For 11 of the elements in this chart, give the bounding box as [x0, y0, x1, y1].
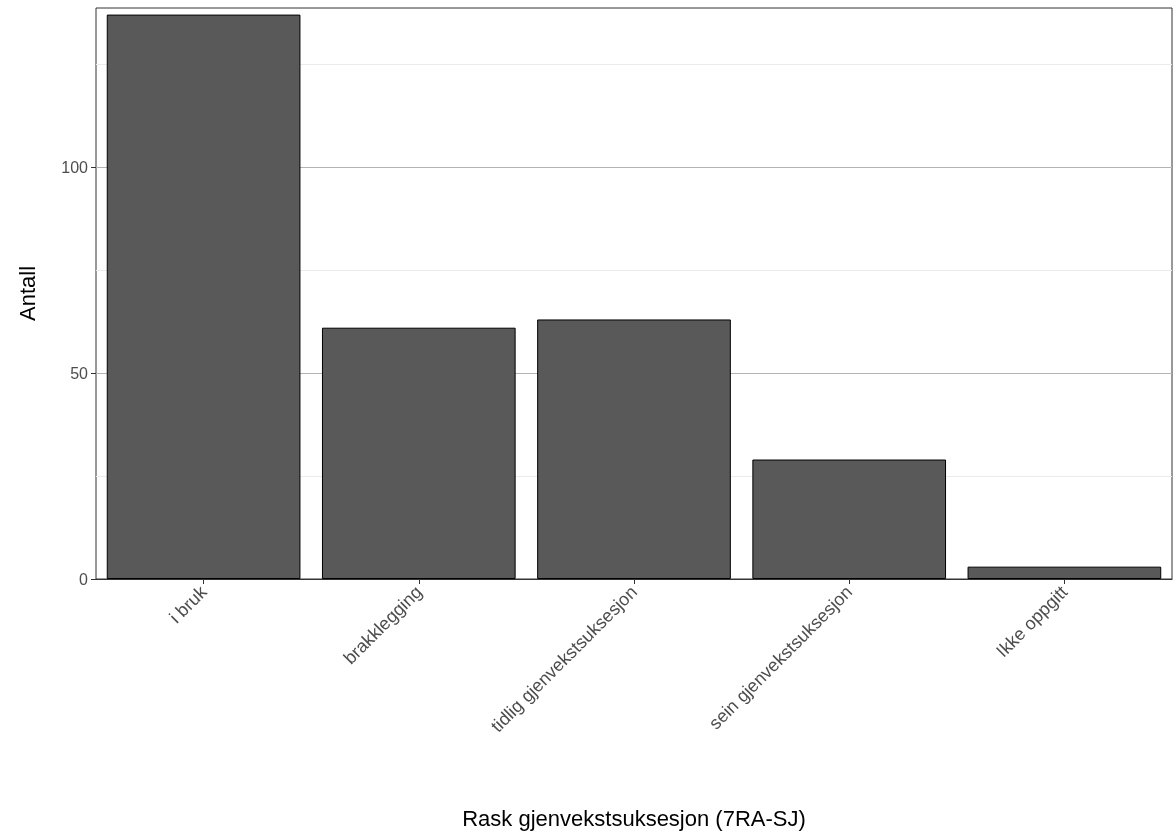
bar [321, 327, 516, 579]
bar [537, 319, 731, 579]
y-tick-label: 0 [79, 570, 89, 588]
x-axis-title: Rask gjenvekstsuksesjon (7RA-SJ) [462, 805, 806, 831]
bar [752, 459, 947, 579]
y-tick-label: 50 [70, 364, 89, 382]
y-axis-title: Antall [14, 265, 40, 322]
bar [967, 566, 1162, 579]
bar [106, 14, 301, 579]
x-tick-label: i bruk [165, 581, 212, 628]
y-tick-label: 100 [61, 158, 89, 176]
